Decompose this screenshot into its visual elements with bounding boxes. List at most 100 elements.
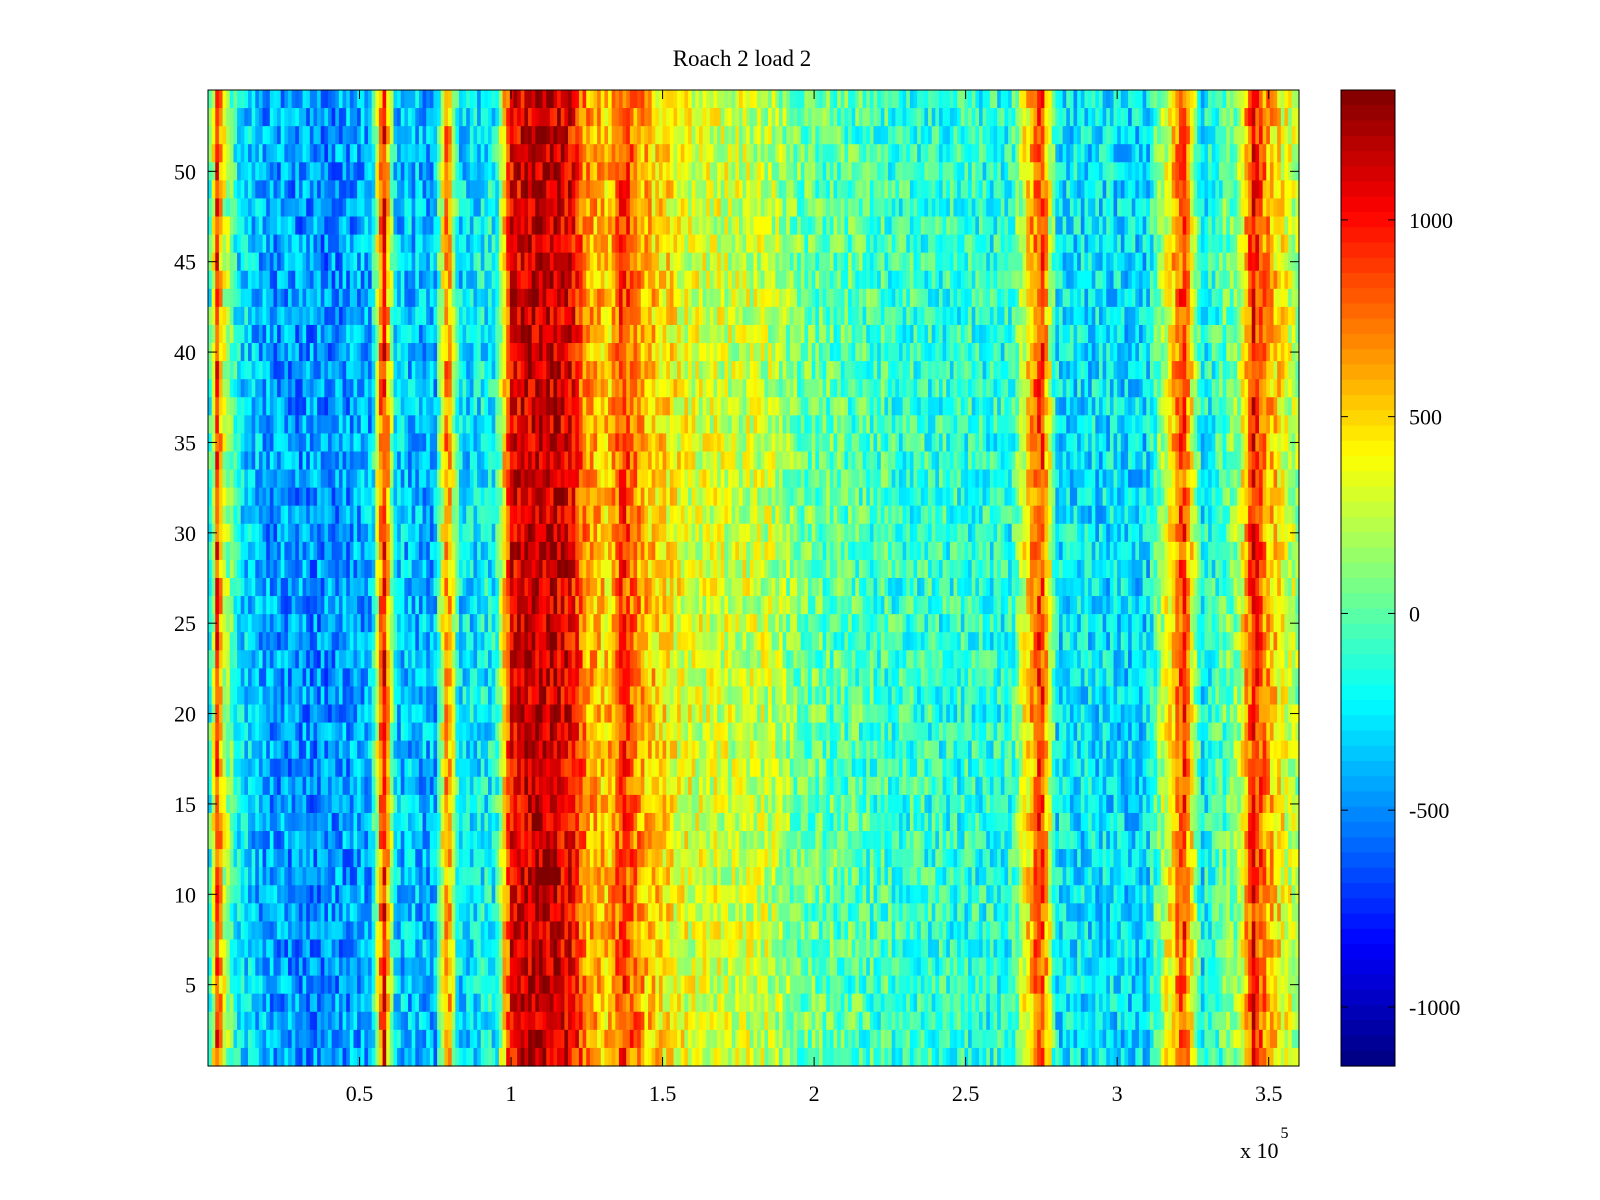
heatmap-cell (753, 198, 758, 218)
heatmap-cell (786, 144, 791, 163)
heatmap-cell (608, 144, 613, 163)
heatmap-cell (542, 198, 547, 218)
heatmap-cell (913, 90, 918, 109)
heatmap-cell (804, 90, 809, 109)
heatmap-cell (520, 90, 525, 109)
heatmap-cell (244, 252, 249, 272)
heatmap-cell (1266, 90, 1271, 109)
heatmap-cell (749, 306, 755, 326)
heatmap-cell (546, 108, 551, 127)
heatmap-cell (502, 198, 507, 218)
heatmap-cell (720, 198, 726, 218)
heatmap-cell (677, 126, 682, 145)
heatmap-cell (1182, 306, 1187, 326)
heatmap-cell (324, 288, 329, 308)
heatmap-cell (829, 234, 835, 254)
heatmap-cell (258, 108, 264, 127)
heatmap-cell (295, 216, 300, 236)
heatmap-cell (833, 198, 838, 218)
heatmap-cell (302, 90, 307, 109)
heatmap-cell (509, 180, 515, 200)
heatmap-cell (433, 324, 438, 344)
heatmap-cell (771, 162, 776, 181)
heatmap-cell (488, 379, 493, 398)
heatmap-cell (411, 252, 416, 272)
heatmap-cell (626, 324, 631, 344)
heatmap-cell (1189, 343, 1195, 362)
heatmap-cell (524, 343, 529, 362)
heatmap-cell (495, 379, 500, 398)
heatmap-cell (1109, 90, 1115, 109)
heatmap-cell (218, 90, 224, 109)
heatmap-cell (691, 252, 696, 272)
heatmap-cell (669, 216, 675, 236)
heatmap-cell (400, 306, 405, 326)
heatmap-cell (378, 144, 384, 163)
heatmap-cell (488, 234, 493, 254)
heatmap-cell (1197, 306, 1202, 326)
heatmap-cell (298, 216, 304, 236)
heatmap-cell (455, 324, 460, 344)
heatmap-cell (829, 288, 835, 308)
heatmap-cell (1208, 180, 1213, 200)
heatmap-cell (757, 234, 762, 254)
heatmap-cell (513, 252, 518, 272)
heatmap-cell (778, 180, 784, 200)
heatmap-cell (1088, 324, 1093, 344)
heatmap-cell (535, 288, 540, 308)
heatmap-cell (462, 180, 467, 200)
heatmap-cell (248, 234, 253, 254)
heatmap-cell (1295, 108, 1300, 127)
heatmap-cell (469, 162, 475, 181)
heatmap-cell (593, 324, 598, 344)
heatmap-cell (1018, 288, 1024, 308)
heatmap-cell (902, 180, 907, 200)
heatmap-cell (291, 270, 296, 290)
heatmap-cell (669, 361, 675, 380)
heatmap-cell (1073, 126, 1078, 145)
heatmap-cell (1055, 126, 1060, 145)
heatmap-cell (1204, 234, 1209, 254)
heatmap-cell (331, 126, 336, 145)
heatmap-cell (938, 216, 944, 236)
heatmap-cell (1149, 324, 1155, 344)
heatmap-cell (222, 234, 227, 254)
heatmap-cell (764, 90, 769, 109)
heatmap-cell (229, 108, 235, 127)
heatmap-cell (266, 216, 271, 236)
heatmap-cell (1251, 270, 1256, 290)
heatmap-cell (924, 270, 929, 290)
heatmap-cell (1193, 162, 1198, 181)
heatmap-cell (1062, 216, 1067, 236)
heatmap-cell (455, 343, 460, 362)
heatmap-cell (360, 270, 365, 290)
heatmap-cell (844, 270, 849, 290)
heatmap-cell (1069, 306, 1075, 326)
heatmap-cell (509, 252, 515, 272)
heatmap-cell (1095, 234, 1100, 254)
heatmap-cell (378, 234, 384, 254)
heatmap-cell (433, 90, 438, 109)
heatmap-cell (891, 180, 896, 200)
heatmap-cell (975, 270, 980, 290)
heatmap-cell (873, 90, 878, 109)
heatmap-cell (811, 234, 816, 254)
heatmap-cell (982, 144, 987, 163)
heatmap-cell (1040, 306, 1046, 326)
heatmap-cell (1120, 90, 1126, 109)
heatmap-cell (1113, 270, 1118, 290)
heatmap-cell (393, 108, 398, 127)
heatmap-cell (408, 144, 413, 163)
heatmap-cell (768, 198, 773, 218)
heatmap-cell (909, 126, 915, 145)
heatmap-cell (917, 144, 922, 163)
heatmap-cell (1033, 234, 1038, 254)
heatmap-cell (1189, 270, 1195, 290)
heatmap-cell (1095, 162, 1100, 181)
heatmap-cell (815, 288, 820, 308)
heatmap-cell (1095, 252, 1100, 272)
heatmap-cell (266, 288, 271, 308)
heatmap-cell (1033, 144, 1038, 163)
heatmap-cell (400, 162, 405, 181)
heatmap-cell (1000, 162, 1006, 181)
